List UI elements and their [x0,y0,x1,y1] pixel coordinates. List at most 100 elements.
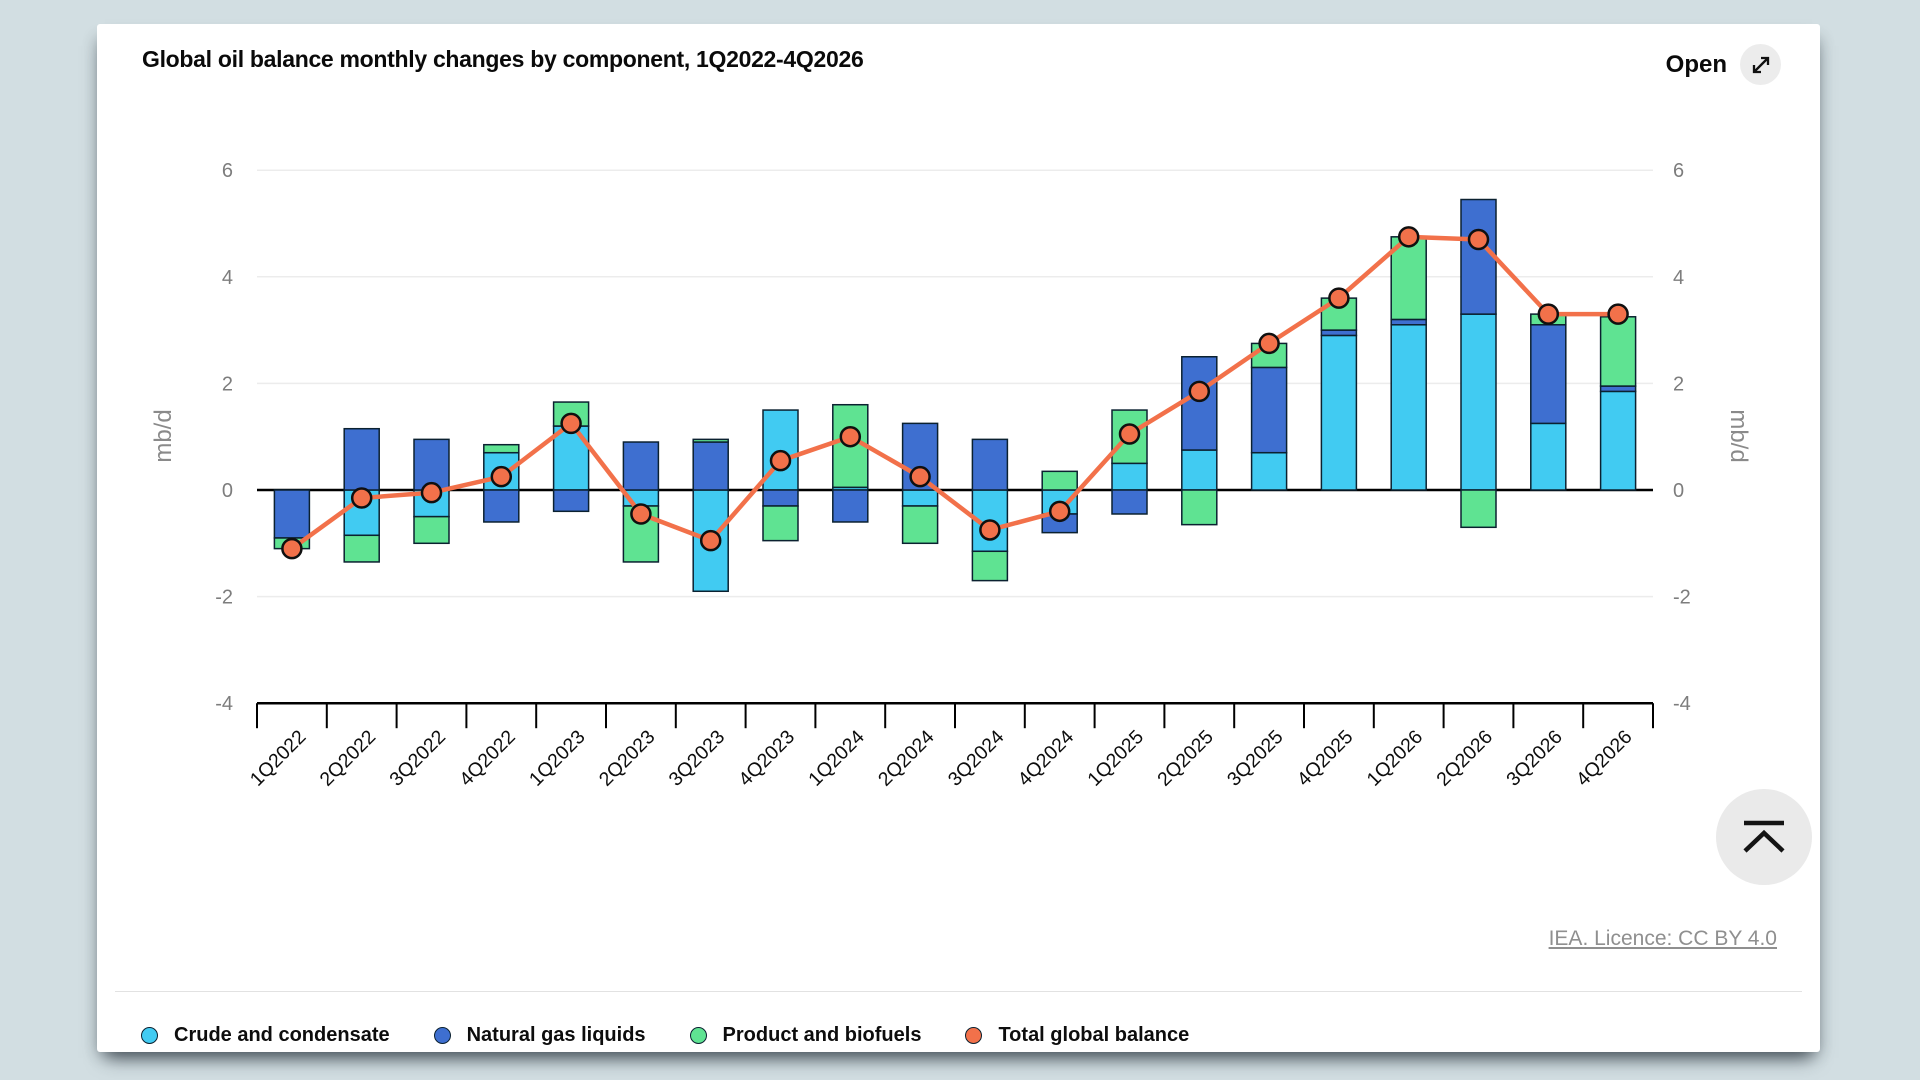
legend-dot [433,1027,451,1044]
bar-segment[interactable] [622,441,660,491]
expand-icon [1750,54,1772,76]
bar-segment[interactable] [343,427,380,491]
y-tick-label-left: -4 [215,693,233,715]
x-tick-label: 4Q2023 [734,726,799,791]
bar-segment[interactable] [762,505,799,542]
x-tick-label: 4Q2024 [1014,726,1079,791]
bar-segment[interactable] [1390,236,1427,321]
bar-segment[interactable] [901,505,939,545]
bar-segment[interactable] [1181,449,1218,491]
bar-segment[interactable] [343,534,380,563]
bar-segment[interactable] [1460,198,1497,315]
x-tick-label: 2Q2024 [874,726,939,791]
bar-segment[interactable] [1320,329,1358,337]
bar-segment[interactable] [832,489,869,523]
legend-item[interactable]: Natural gas liquids [433,1024,646,1047]
x-tick-label: 1Q2024 [804,726,869,791]
line-marker[interactable] [1397,226,1420,248]
x-tick-label: 4Q2022 [455,726,520,791]
bar-segment[interactable] [971,550,1009,582]
legend-label: Crude and condensate [174,1024,390,1046]
scroll-to-top-icon [1740,820,1788,854]
line-marker[interactable] [350,487,373,509]
x-tick-label: 2Q2026 [1432,726,1497,791]
line-marker[interactable] [1258,332,1280,355]
x-tick-label: 4Q2025 [1293,726,1358,791]
line-marker[interactable] [1048,500,1071,523]
bar-segment[interactable] [971,438,1009,491]
x-tick-label: 1Q2022 [246,726,311,791]
bar-segment[interactable] [1390,318,1427,326]
x-tick-label: 3Q2022 [385,726,450,791]
line-marker[interactable] [1607,303,1629,325]
bar-segment[interactable] [1530,324,1567,425]
bar-segment[interactable] [1599,390,1637,491]
legend-label: Natural gas liquids [466,1024,646,1046]
bar-segment[interactable] [1460,489,1497,529]
scroll-to-top-button[interactable] [1716,789,1812,885]
bar-segment[interactable] [1599,385,1637,393]
bar-segment[interactable] [1390,324,1427,491]
line-marker[interactable] [1188,380,1211,403]
y-tick-label-left: -2 [215,587,233,609]
bar-segment[interactable] [1250,451,1288,491]
line-marker[interactable] [979,519,1001,541]
bar-segment[interactable] [692,438,729,443]
line-marker[interactable] [560,412,582,435]
y-tick-label-right: 4 [1673,267,1684,289]
licence-link[interactable]: IEA. Licence: CC BY 4.0 [1548,927,1777,950]
x-tick-label: 1Q2026 [1363,726,1428,791]
bar-segment[interactable] [692,489,729,593]
x-tick-label: 3Q2023 [665,726,730,791]
bar-segment[interactable] [1181,489,1218,526]
bar-segment[interactable] [901,489,939,507]
bar-segment[interactable] [1530,422,1567,491]
line-marker[interactable] [1537,303,1560,325]
bar-segment[interactable] [552,489,590,513]
x-tick-label: 2Q2022 [316,726,381,791]
open-button[interactable] [1740,44,1781,85]
legend-item[interactable]: Crude and condensate [141,1024,390,1047]
bar-segment[interactable] [762,489,799,507]
bar-segment[interactable] [413,515,450,545]
line-marker[interactable] [420,481,443,504]
line-marker[interactable] [909,465,931,488]
line-marker[interactable] [699,529,722,552]
bar-segment[interactable] [483,443,520,454]
y-tick-label-right: -2 [1673,587,1691,609]
line-marker[interactable] [839,425,862,448]
x-tick-label: 2Q2025 [1153,726,1218,791]
legend-divider [115,991,1802,992]
line-marker[interactable] [630,503,652,525]
x-tick-label: 2Q2023 [595,726,660,791]
open-button-group: Open [1666,44,1781,85]
y-tick-label-right: 6 [1673,160,1684,182]
bar-segment[interactable] [273,489,311,539]
bar-segment[interactable] [483,489,520,523]
bar-segment[interactable] [1320,334,1358,491]
y-tick-label-right: 2 [1673,373,1684,395]
bar-segment[interactable] [1460,313,1497,491]
y-tick-label-right: -4 [1673,693,1691,715]
legend-item[interactable]: Product and biofuels [689,1024,921,1047]
line-marker[interactable] [490,465,513,488]
x-tick-label: 3Q2024 [944,726,1009,791]
total-line [289,234,1621,551]
y-axis-title-left: mb/d [150,409,177,462]
bar-segment[interactable] [692,441,729,491]
line-marker[interactable] [1118,423,1141,445]
y-axis-title-right: mb/d [1725,409,1752,462]
chart-card: Global oil balance monthly changes by co… [97,24,1820,1052]
bar-segment[interactable] [1599,316,1637,387]
bar-segment[interactable] [1041,470,1078,491]
bar-segment[interactable] [1250,366,1288,454]
line-marker[interactable] [1467,228,1490,251]
legend-item[interactable]: Total global balance [965,1024,1189,1047]
line-marker[interactable] [1328,287,1350,309]
bar-segment[interactable] [1111,462,1148,491]
line-marker[interactable] [281,537,303,560]
bar-segment[interactable] [1111,489,1148,515]
bar-segment[interactable] [1181,356,1218,451]
line-marker[interactable] [769,449,792,472]
